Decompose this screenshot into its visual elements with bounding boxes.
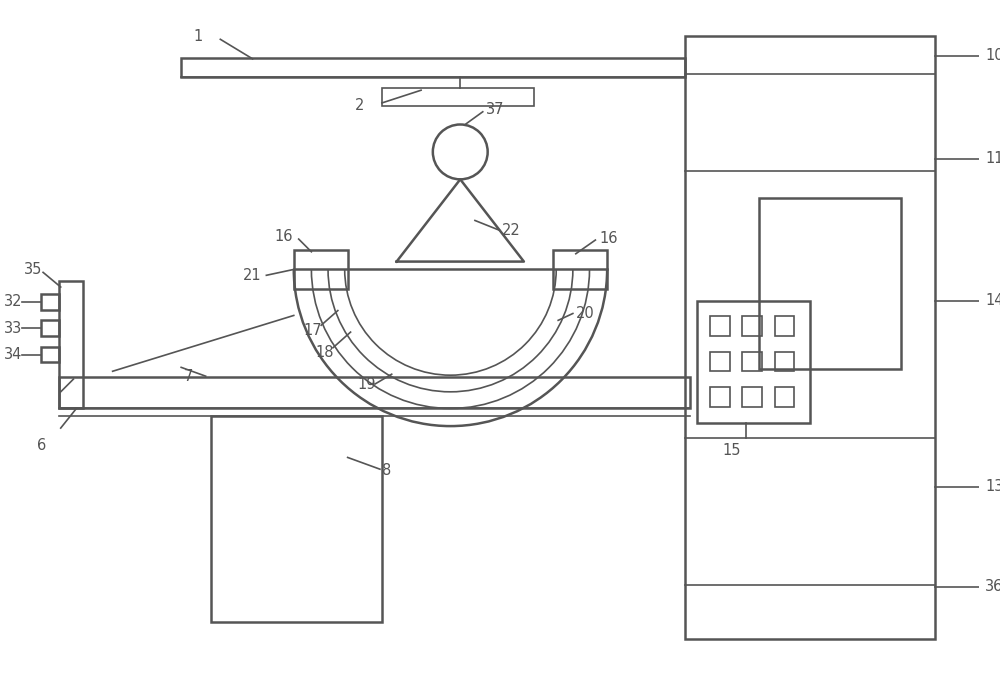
Bar	[775, 352, 794, 371]
Text: 11: 11	[985, 151, 1000, 166]
Bar	[697, 301, 810, 423]
Text: 13: 13	[985, 479, 1000, 494]
Text: 36: 36	[985, 579, 1000, 594]
Bar	[382, 88, 534, 106]
Text: 32: 32	[4, 294, 22, 309]
Text: 7: 7	[184, 369, 193, 384]
Bar	[181, 58, 685, 77]
Bar	[211, 417, 382, 622]
Text: 16: 16	[274, 229, 293, 244]
Bar	[294, 250, 348, 289]
Bar	[710, 387, 730, 406]
Bar	[775, 387, 794, 406]
Bar	[742, 352, 762, 371]
Bar	[775, 316, 794, 336]
Text: 1: 1	[194, 29, 203, 44]
Bar	[59, 377, 690, 409]
Bar	[685, 36, 935, 639]
Text: 8: 8	[382, 462, 391, 478]
Bar	[742, 316, 762, 336]
Text: 34: 34	[4, 347, 22, 362]
Text: 19: 19	[357, 378, 376, 392]
Bar	[710, 316, 730, 336]
Text: 21: 21	[243, 268, 261, 283]
Text: 10: 10	[985, 48, 1000, 63]
Text: 2: 2	[354, 98, 364, 113]
Text: 18: 18	[315, 345, 334, 360]
Bar	[553, 250, 607, 289]
Text: 15: 15	[722, 443, 741, 458]
Text: 37: 37	[486, 102, 504, 117]
Text: 14: 14	[985, 293, 1000, 308]
Text: 35: 35	[24, 262, 42, 277]
Text: 6: 6	[37, 438, 46, 453]
Bar	[759, 198, 901, 369]
Bar	[742, 387, 762, 406]
Bar	[41, 320, 59, 336]
Bar	[710, 352, 730, 371]
Text: 22: 22	[502, 223, 521, 238]
Bar	[41, 294, 59, 310]
Text: 16: 16	[599, 231, 618, 246]
Bar	[59, 281, 83, 409]
Text: 17: 17	[304, 322, 322, 338]
Text: 33: 33	[4, 320, 22, 336]
Bar	[41, 347, 59, 363]
Text: 20: 20	[576, 306, 595, 321]
